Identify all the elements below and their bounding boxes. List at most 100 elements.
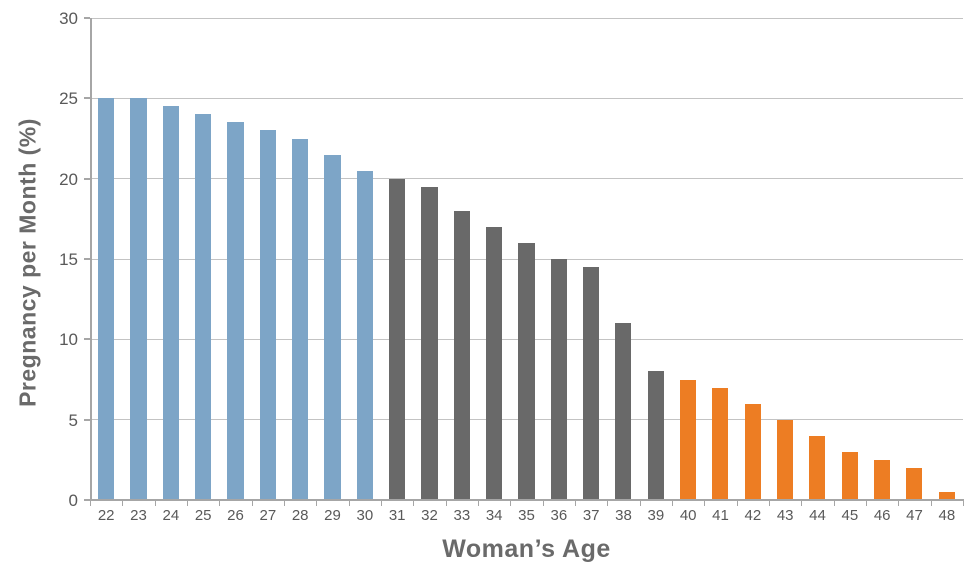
x-tick-label-44: 44 [809,507,826,524]
x-tick-label-24: 24 [162,507,180,524]
bar-slot-age-22 [90,18,122,500]
x-tick-26 [930,500,932,506]
x-tick-label-47: 47 [906,507,923,524]
bar-slot-age-45 [834,18,866,500]
bar-slot-age-32 [413,18,445,500]
bar-age-30 [356,170,373,500]
x-tick-1 [122,500,124,506]
y-tick-label-15: 15 [59,250,78,269]
y-tick-label-30: 30 [59,9,78,28]
x-axis-title: Woman’s Age [442,535,611,563]
x-tick-10 [413,500,415,506]
x-tick-11 [445,500,447,506]
bar-age-46 [873,459,891,500]
bar-slot-age-30 [349,18,381,500]
x-tick-label-39: 39 [647,507,665,524]
bar-age-29 [324,154,341,500]
x-tick-label-43: 43 [776,507,794,524]
bar-age-24 [162,106,179,500]
x-tick-6 [284,500,285,506]
bar-age-38 [615,323,632,500]
bar-age-44 [809,435,826,500]
x-tick-label-31: 31 [388,507,406,524]
bar-slot-age-24 [155,18,187,500]
bar-age-27 [259,130,276,500]
x-tick-17 [639,500,641,506]
y-tick-10 [84,338,90,341]
bar-slot-age-41 [704,18,736,500]
x-tick-label-46: 46 [873,507,891,524]
y-tick-20 [84,177,90,180]
y-axis-line [90,18,92,501]
bar-slot-age-31 [381,18,413,500]
bar-slot-age-42 [737,18,769,500]
bar-age-42 [744,403,761,500]
x-tick-label-38: 38 [615,507,632,524]
bar-slot-age-46 [866,18,898,500]
x-tick-20 [736,500,738,506]
bar-age-43 [776,419,794,500]
x-tick-22 [801,500,803,506]
bar-slot-age-38 [607,18,639,500]
bar-slot-age-39 [640,18,672,500]
y-tick-label-20: 20 [59,169,78,189]
y-tick-label-25: 25 [59,89,78,109]
bar-slot-age-43 [769,18,801,500]
x-tick-3 [187,500,188,506]
y-tick-25 [84,97,90,100]
bar-slot-age-28 [284,18,316,500]
y-tick-30 [84,17,90,19]
y-tick-0 [84,499,90,501]
bar-age-25 [195,114,212,500]
x-tick-label-30: 30 [356,507,374,524]
bar-slot-age-40 [672,18,704,500]
x-tick-25 [898,500,900,506]
x-tick-18 [672,500,673,506]
x-tick-label-32: 32 [421,507,438,524]
x-tick-4 [219,500,221,506]
bar-age-34 [486,226,503,500]
x-tick-12 [478,500,479,506]
x-tick-label-42: 42 [744,507,762,524]
x-tick-19 [704,500,706,506]
x-tick-label-22: 22 [97,507,115,524]
bar-age-47 [906,467,923,500]
x-tick-label-45: 45 [841,507,859,524]
bar-slot-age-36 [543,18,575,500]
x-tick-label-26: 26 [227,507,244,524]
x-tick-2 [154,500,156,506]
y-tick-5 [84,418,90,421]
x-tick-13 [510,500,512,506]
gridline-y-25 [90,97,963,99]
bar-age-28 [292,138,309,500]
gridline-y-30 [90,17,963,19]
bar-age-41 [712,387,729,500]
x-tick-label-25: 25 [194,507,212,524]
bar-age-45 [841,451,858,500]
bar-slot-age-48 [931,18,963,500]
bar-slot-age-26 [219,18,251,500]
x-tick-label-33: 33 [453,507,471,524]
y-tick-label-10: 10 [59,330,78,350]
bar-age-40 [679,379,697,500]
y-axis-title: Pregnancy per Month (%) [14,118,41,407]
bar-series [90,18,963,500]
x-tick-label-41: 41 [712,507,729,524]
x-tick-21 [769,500,770,506]
x-axis-line [90,499,964,501]
x-tick-5 [251,500,253,506]
bar-slot-age-34 [478,18,510,500]
y-tick-label-5: 5 [68,410,78,430]
x-tick-8 [348,500,350,506]
plot-area [90,17,963,500]
x-tick-27 [963,500,964,506]
bar-age-31 [389,178,406,500]
x-tick-label-36: 36 [550,507,568,524]
x-tick-24 [866,500,867,506]
x-tick-label-40: 40 [679,507,697,524]
y-tick-label-0: 0 [68,491,78,510]
bar-age-35 [518,242,535,500]
x-tick-15 [575,500,576,506]
bar-age-39 [647,371,664,500]
